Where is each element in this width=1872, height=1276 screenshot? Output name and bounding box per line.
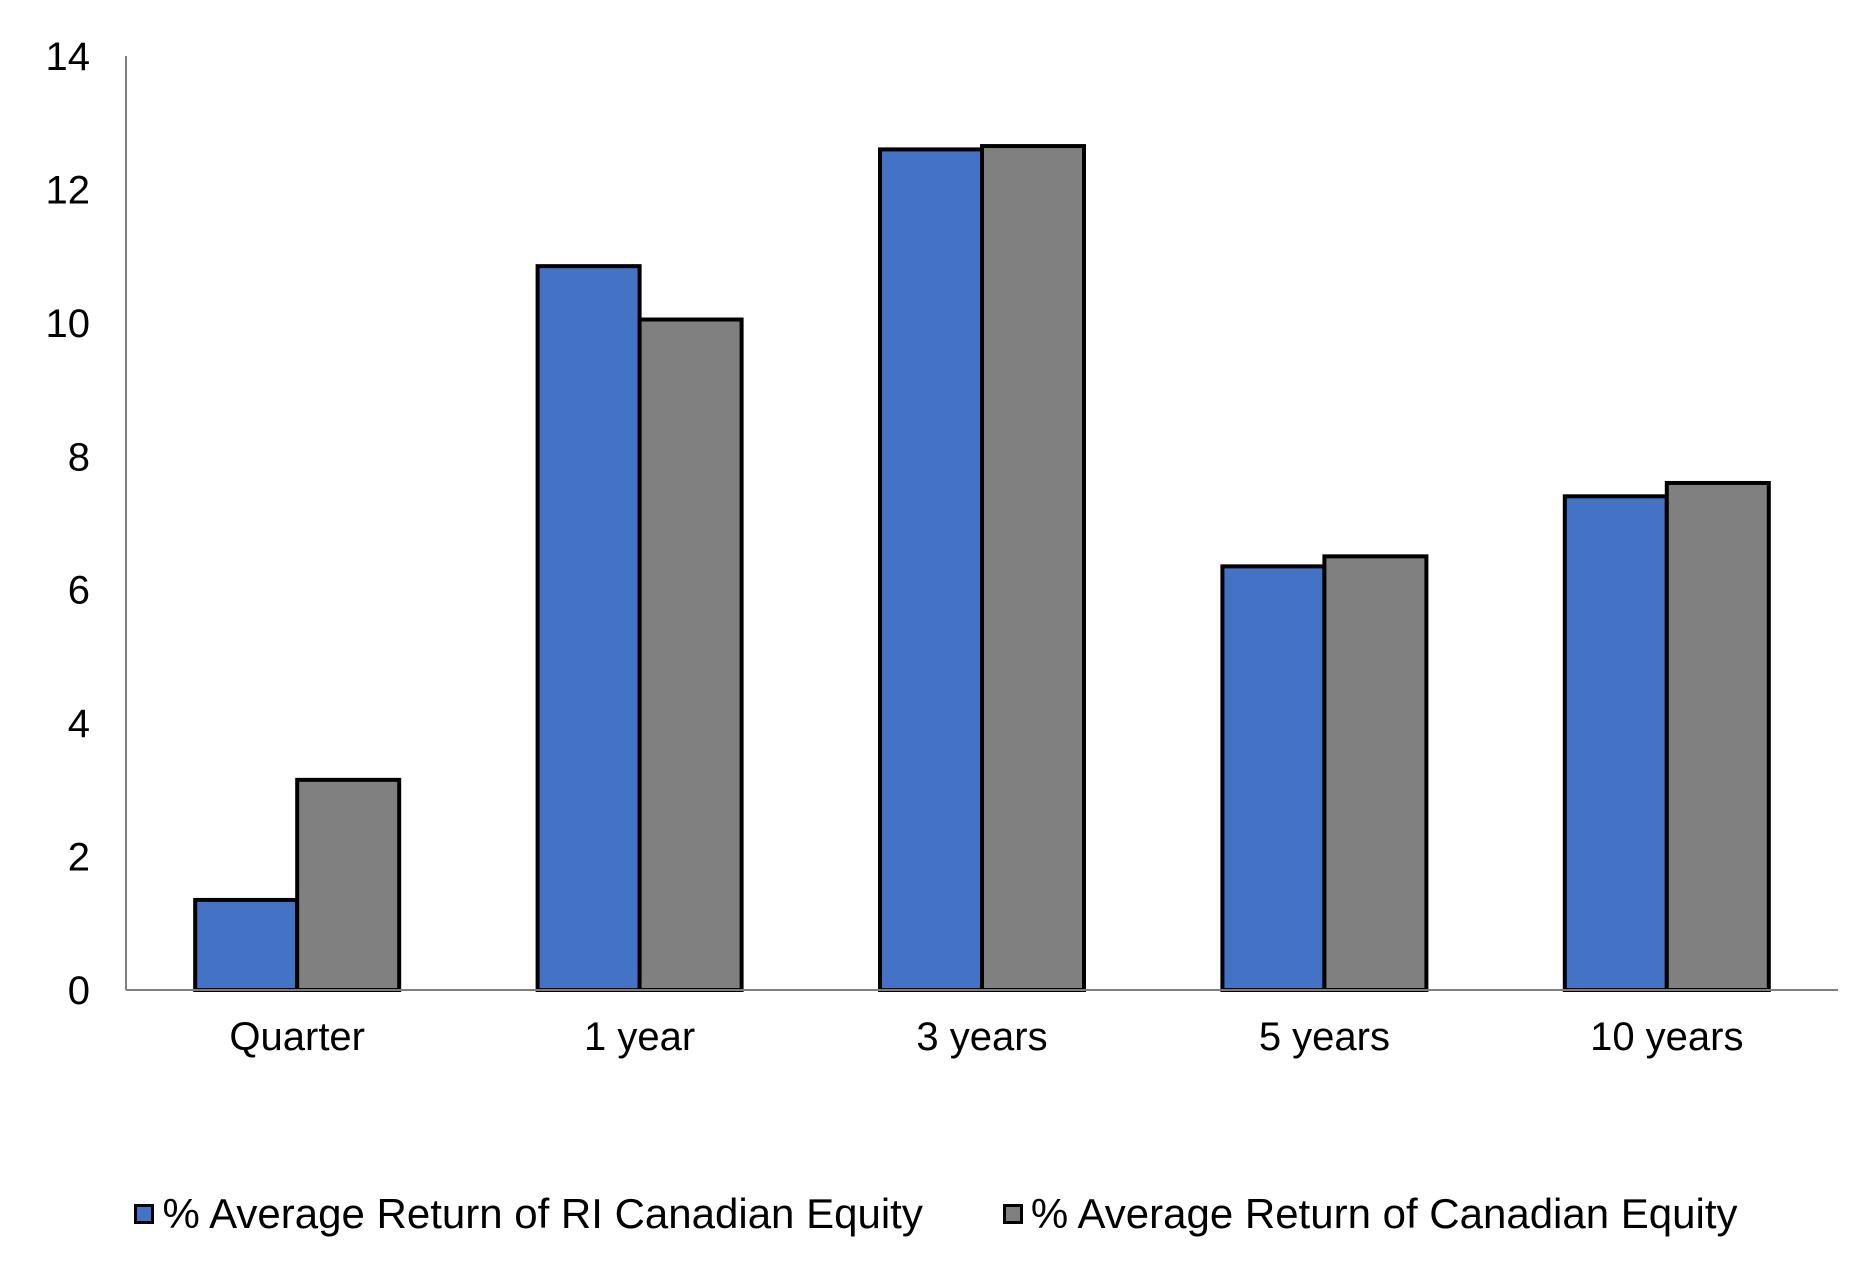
bar-canadian-equity xyxy=(295,777,402,992)
legend-item-ri-canadian-equity: % Average Return of RI Canadian Equity xyxy=(134,1190,923,1238)
x-tick-label: 3 years xyxy=(916,1015,1047,1059)
y-tick-label: 2 xyxy=(68,836,90,880)
legend-swatch-ri-canadian-equity xyxy=(134,1204,155,1224)
y-tick-label: 10 xyxy=(46,302,91,346)
y-tick-label: 0 xyxy=(68,969,90,1013)
bar-canadian-equity xyxy=(637,317,744,992)
y-tick-label: 8 xyxy=(68,435,90,479)
bar-ri-canadian-equity xyxy=(1220,564,1327,992)
legend-label-ri-canadian-equity: % Average Return of RI Canadian Equity xyxy=(162,1190,923,1237)
bar-ri-canadian-equity xyxy=(535,264,642,992)
legend-swatch-canadian-equity xyxy=(1002,1204,1023,1224)
x-tick-label: 10 years xyxy=(1590,1015,1743,1059)
y-tick-label: 6 xyxy=(68,569,90,613)
legend-item-canadian-equity: % Average Return of Canadian Equity xyxy=(1002,1190,1738,1238)
chart-legend: % Average Return of RI Canadian Equity %… xyxy=(0,1190,1872,1238)
bar-canadian-equity xyxy=(1664,480,1771,992)
legend-label-canadian-equity: % Average Return of Canadian Equity xyxy=(1030,1190,1738,1237)
bar-ri-canadian-equity xyxy=(1562,494,1669,992)
y-tick-label: 4 xyxy=(68,702,90,746)
x-tick-label: 5 years xyxy=(1259,1015,1390,1059)
bar-ri-canadian-equity xyxy=(193,897,300,993)
x-tick-label: 1 year xyxy=(584,1015,695,1059)
y-tick-label: 14 xyxy=(46,35,91,79)
bar-canadian-equity xyxy=(1322,554,1429,992)
x-tick-label: Quarter xyxy=(229,1015,365,1059)
bar-canadian-equity xyxy=(980,144,1086,993)
y-tick-label: 12 xyxy=(46,168,91,212)
bar-ri-canadian-equity xyxy=(878,147,984,992)
